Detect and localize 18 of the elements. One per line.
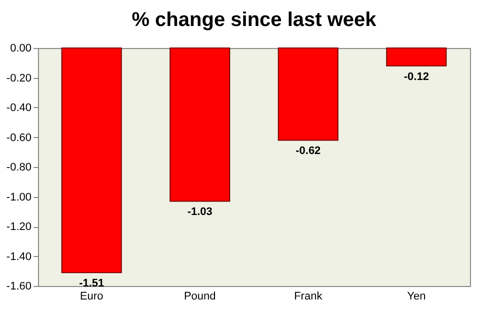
data-label: -1.03 (187, 206, 212, 218)
y-tick-label: -0.60 (6, 132, 32, 144)
data-label: -0.12 (404, 70, 429, 83)
y-tick-label: -0.80 (6, 162, 32, 174)
y-tick-label: -1.60 (6, 280, 32, 292)
x-tick-label: Euro (80, 290, 104, 302)
y-tick-label: 0.00 (10, 42, 32, 54)
y-tick-label: -1.20 (6, 221, 32, 233)
y-tick-label: -0.20 (6, 72, 32, 84)
x-tick-label: Pound (184, 290, 216, 302)
chart-title: % change since last week (132, 9, 378, 31)
data-label: -0.62 (296, 145, 321, 158)
x-tick-label: Yen (407, 290, 426, 302)
y-tick-label: -0.40 (6, 102, 32, 114)
x-tick-label: Frank (294, 290, 323, 302)
y-tick-label: -1.00 (6, 191, 32, 204)
data-label: -1.51 (79, 278, 104, 290)
y-tick-label: -1.40 (6, 250, 32, 263)
